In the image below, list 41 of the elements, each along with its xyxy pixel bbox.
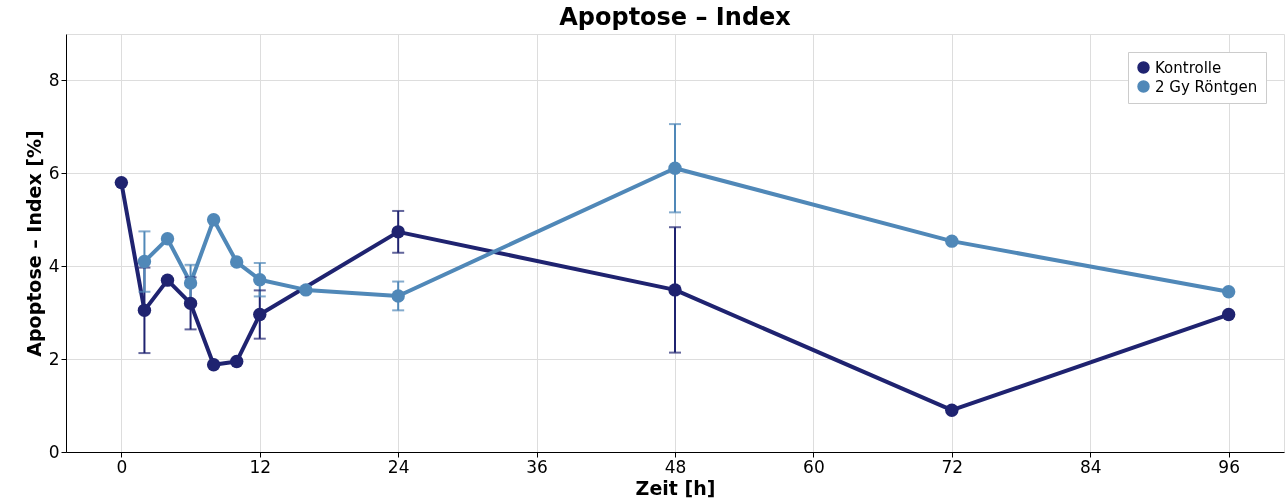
point bbox=[391, 289, 405, 303]
point bbox=[160, 232, 175, 246]
point bbox=[253, 273, 267, 287]
x-tick-label: 60 bbox=[803, 456, 825, 477]
x-axis-title: Zeit [h] bbox=[635, 476, 716, 499]
point bbox=[206, 213, 221, 227]
point bbox=[137, 254, 152, 269]
x-tick-label: 48 bbox=[664, 456, 687, 477]
point bbox=[945, 234, 959, 248]
y-tick-label: 4 bbox=[48, 255, 60, 276]
legend-label: Kontrolle bbox=[1155, 58, 1222, 77]
point bbox=[668, 161, 682, 175]
legend-label: 2 Gy Röntgen bbox=[1155, 77, 1258, 96]
x-tick-label: 24 bbox=[387, 456, 410, 477]
x-tick-label: 84 bbox=[1079, 456, 1102, 477]
point bbox=[668, 283, 682, 297]
point bbox=[206, 357, 221, 372]
x-tick-label: 36 bbox=[526, 456, 548, 477]
point bbox=[114, 175, 129, 190]
chart-title: Apoptose – Index bbox=[559, 3, 792, 31]
y-tick-label: 6 bbox=[48, 162, 60, 183]
point bbox=[391, 225, 405, 239]
x-tick-label: 96 bbox=[1218, 456, 1240, 477]
y-tick-label: 8 bbox=[48, 69, 60, 90]
point bbox=[230, 255, 244, 269]
point bbox=[183, 276, 198, 290]
point bbox=[945, 403, 959, 417]
x-tick-label: 0 bbox=[116, 456, 128, 477]
point bbox=[160, 273, 175, 287]
y-tick-label: 2 bbox=[48, 348, 60, 369]
y-tick-label: 0 bbox=[48, 441, 60, 462]
point bbox=[253, 307, 267, 322]
x-tick-label: 12 bbox=[249, 456, 272, 477]
y-axis-title: Apoptose – Index [%] bbox=[22, 130, 45, 357]
point bbox=[1221, 307, 1236, 322]
point bbox=[137, 303, 152, 318]
point bbox=[230, 354, 244, 369]
x-tick-label: 72 bbox=[941, 456, 964, 477]
point bbox=[1221, 285, 1236, 299]
point bbox=[299, 283, 313, 297]
point bbox=[183, 296, 198, 311]
